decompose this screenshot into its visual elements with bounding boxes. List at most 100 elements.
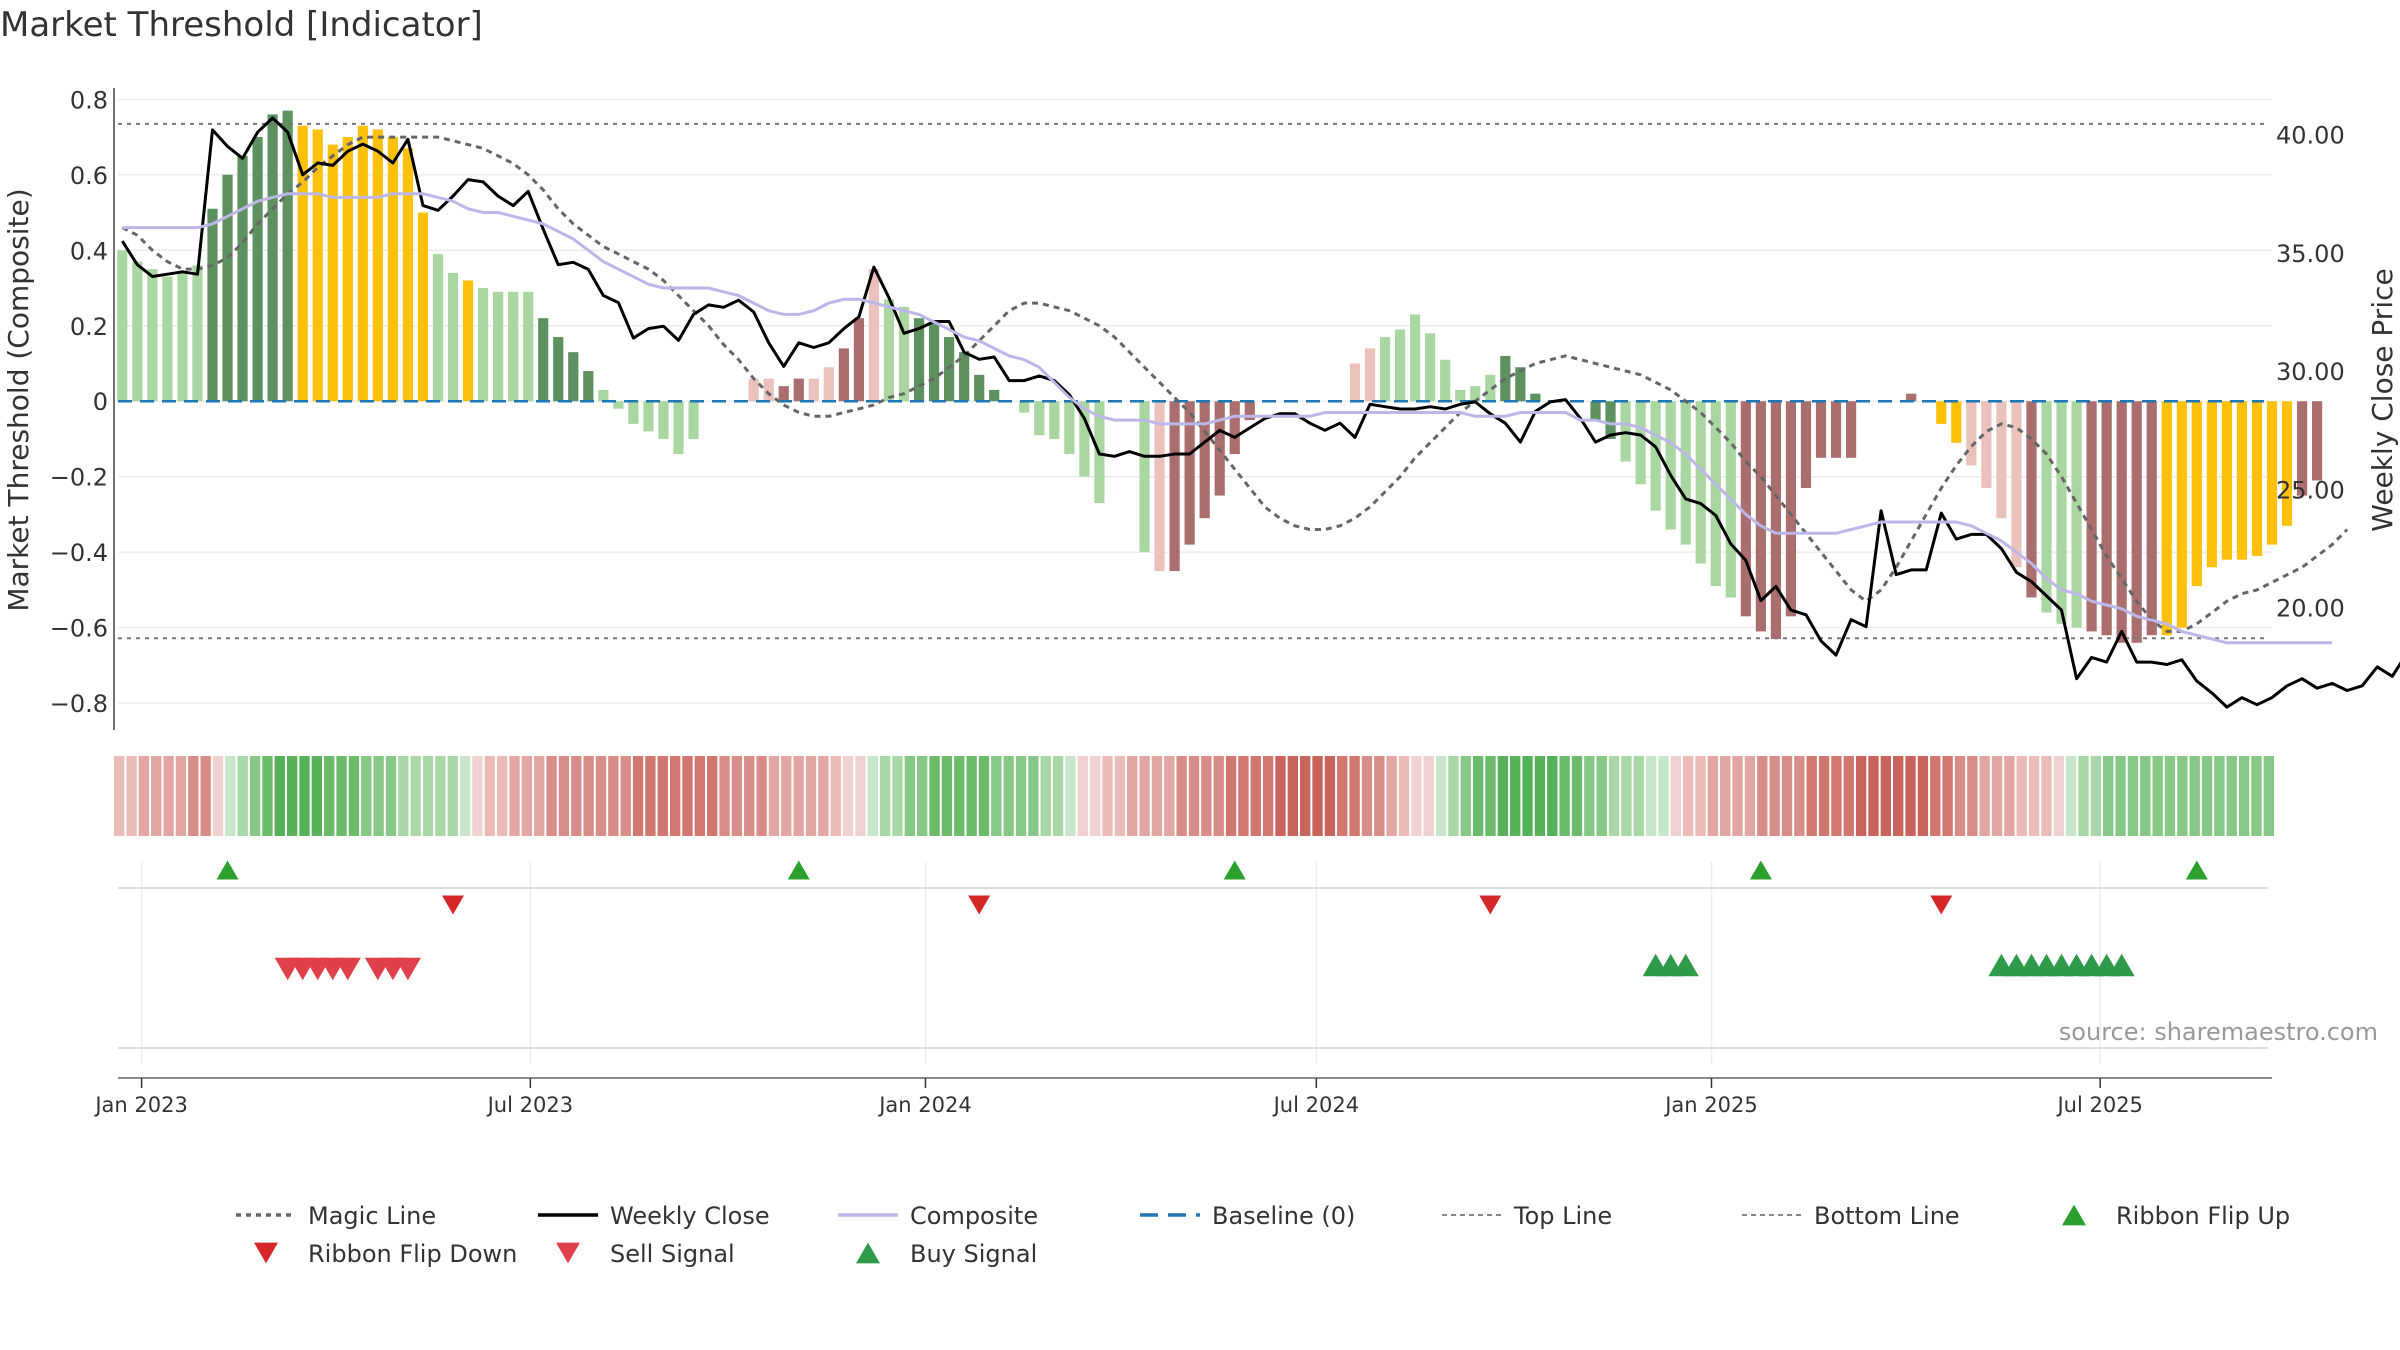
- ribbon-segment: [447, 756, 458, 836]
- threshold-bar: [853, 318, 865, 402]
- ribbon-segment: [929, 756, 940, 836]
- legend-swatch-tri-down: [254, 1242, 278, 1264]
- ribbon-segment: [1645, 756, 1657, 836]
- threshold-bar: [598, 389, 609, 402]
- x-tick-label: Jan 2023: [93, 1093, 188, 1117]
- ribbon-segment: [2103, 756, 2114, 836]
- threshold-bar: [583, 371, 594, 402]
- threshold-bar: [2221, 401, 2233, 560]
- ribbon-segment: [212, 756, 224, 836]
- ribbon-segment: [1794, 756, 1805, 836]
- ribbon-segment: [1275, 756, 1286, 836]
- threshold-bar: [417, 212, 429, 402]
- ribbon-segment: [620, 756, 631, 836]
- ribbon-segment: [249, 756, 261, 836]
- ribbon-segment: [1732, 756, 1743, 836]
- threshold-bar: [1425, 333, 1436, 402]
- ribbon-flip-down-marker: [1479, 895, 1502, 915]
- ribbon-segment: [818, 756, 829, 836]
- threshold-bar: [117, 250, 128, 402]
- legend-swatch-tri-up: [856, 1242, 880, 1264]
- ribbon-segment: [1448, 756, 1459, 836]
- threshold-bar: [959, 352, 970, 402]
- threshold-bar: [2071, 401, 2082, 628]
- ribbon-segment: [1411, 756, 1422, 836]
- threshold-bar: [1485, 374, 1496, 402]
- ribbon-segment: [583, 756, 594, 836]
- threshold-bar: [2236, 401, 2248, 560]
- ribbon-segment: [694, 756, 706, 836]
- ribbon-segment: [2201, 756, 2213, 836]
- ribbon-flip-down-marker: [1930, 895, 1953, 915]
- threshold-bar: [1815, 401, 1827, 458]
- threshold-bar: [793, 378, 804, 402]
- threshold-bar: [778, 386, 789, 402]
- threshold-bar: [1169, 401, 1180, 572]
- threshold-bar: [1139, 401, 1150, 553]
- ribbon-segment: [855, 756, 866, 836]
- ribbon-segment: [2164, 756, 2176, 836]
- threshold-bar: [1364, 348, 1376, 402]
- ribbon-segment: [632, 756, 644, 836]
- ribbon-segment: [1435, 756, 1447, 836]
- ribbon-segment: [571, 756, 582, 836]
- ribbon-segment: [1547, 756, 1558, 836]
- y2-tick-label: 40.00: [2276, 122, 2345, 150]
- threshold-bar: [447, 272, 459, 402]
- buy-signal-marker: [2108, 953, 2135, 977]
- ribbon-segment: [1806, 756, 1817, 836]
- ribbon-segment: [1114, 756, 1126, 836]
- y-tick-label: 0.8: [70, 86, 108, 114]
- legend-label: Magic Line: [308, 1202, 436, 1230]
- legend-label: Baseline (0): [1212, 1202, 1355, 1230]
- ribbon-segment: [1225, 756, 1237, 836]
- threshold-bar: [177, 272, 188, 402]
- threshold-bar: [673, 401, 684, 455]
- ribbon-segment: [1571, 756, 1583, 836]
- ribbon-segment: [744, 756, 755, 836]
- ribbon-segment: [595, 756, 607, 836]
- ribbon-segment: [1213, 756, 1224, 836]
- magic-line: [121, 135, 2349, 633]
- ribbon-segment: [1769, 756, 1780, 836]
- x-tick-label: Jan 2024: [877, 1093, 972, 1117]
- ribbon-segment: [398, 756, 409, 836]
- threshold-bar: [1394, 329, 1406, 402]
- ribbon-segment: [237, 756, 248, 836]
- ribbon-segment: [299, 756, 310, 836]
- threshold-bar: [1650, 401, 1661, 511]
- x-tick-label: Jul 2025: [2055, 1093, 2142, 1117]
- chart-title: Market Threshold [Indicator]: [0, 5, 483, 45]
- threshold-bar: [1184, 401, 1195, 545]
- ribbon-segment: [1188, 756, 1200, 836]
- ribbon-flip-up-marker: [216, 860, 239, 880]
- ribbon: [114, 756, 2274, 836]
- threshold-bar: [1830, 401, 1842, 458]
- threshold-bar: [267, 114, 278, 402]
- threshold-bar: [2206, 401, 2217, 568]
- ribbon-segment: [1967, 756, 1978, 836]
- threshold-bar: [2281, 401, 2293, 526]
- threshold-bar: [1379, 337, 1391, 402]
- ribbon-segment: [879, 756, 891, 836]
- ribbon-segment: [1930, 756, 1941, 836]
- threshold-bar: [2296, 401, 2308, 496]
- y2-tick-label: 20.00: [2276, 595, 2345, 623]
- x-tick-label: Jan 2025: [1663, 1093, 1758, 1117]
- ribbon-segment: [2016, 756, 2027, 836]
- ribbon-segment: [472, 756, 483, 836]
- ribbon-segment: [1843, 756, 1854, 836]
- ribbon-segment: [1682, 756, 1694, 836]
- ribbon-segment: [1262, 756, 1274, 836]
- y-tick-label: 0.6: [70, 162, 108, 190]
- threshold-bar: [1785, 401, 1797, 617]
- ribbon-segment: [1757, 756, 1768, 836]
- ribbon-segment: [1460, 756, 1471, 836]
- ribbon-segment: [2065, 756, 2077, 836]
- ribbon-segment: [546, 756, 557, 836]
- ribbon-segment: [867, 756, 878, 836]
- y-tick-label: 0: [93, 388, 108, 416]
- threshold-bar: [1635, 401, 1646, 485]
- ribbon-segment: [2152, 756, 2163, 836]
- ribbon-segment: [1040, 756, 1051, 836]
